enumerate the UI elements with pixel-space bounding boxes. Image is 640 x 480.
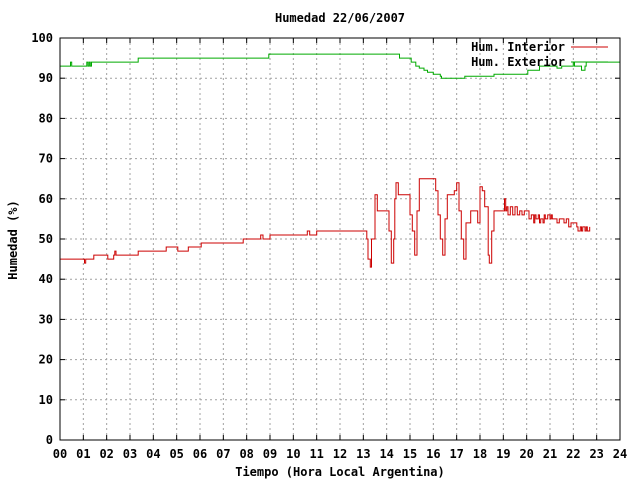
x-tick-label: 08	[239, 447, 253, 461]
x-tick-label: 24	[613, 447, 627, 461]
x-tick-label: 04	[146, 447, 160, 461]
y-tick-label: 20	[39, 353, 53, 367]
series-line-hum-exterior	[60, 53, 620, 79]
x-tick-label: 20	[519, 447, 533, 461]
y-tick-label: 30	[39, 312, 53, 326]
x-tick-label: 07	[216, 447, 230, 461]
legend-label-interior: Hum. Interior	[471, 40, 565, 54]
series-lines	[60, 53, 620, 268]
y-tick-label: 40	[39, 272, 53, 286]
grid-lines	[60, 38, 620, 440]
axis-ticks: 00 01 02 03 04 05 06 07 08 09 10 11 12 13 14 15 16 17 18 19…	[31, 31, 627, 461]
y-tick-label: 60	[39, 192, 53, 206]
x-tick-label: 12	[333, 447, 347, 461]
x-tick-label: 09	[263, 447, 277, 461]
x-tick-label: 21	[543, 447, 557, 461]
x-tick-label: 05	[169, 447, 183, 461]
series-line-hum-interior	[60, 178, 591, 268]
y-tick-label: 80	[39, 111, 53, 125]
x-tick-label: 15	[403, 447, 417, 461]
legend-label-exterior: Hum. Exterior	[471, 55, 565, 69]
x-tick-label: 11	[309, 447, 323, 461]
y-axis-label: Humedad (%)	[6, 200, 20, 279]
x-tick-label: 22	[566, 447, 580, 461]
x-tick-label: 10	[286, 447, 300, 461]
x-tick-label: 14	[379, 447, 393, 461]
x-tick-label: 16	[426, 447, 440, 461]
y-tick-label: 90	[39, 71, 53, 85]
x-tick-label: 00	[53, 447, 67, 461]
x-axis-label: Tiempo (Hora Local Argentina)	[235, 465, 445, 479]
x-tick-label: 18	[473, 447, 487, 461]
x-tick-label: 02	[99, 447, 113, 461]
chart-title: Humedad 22/06/2007	[275, 11, 405, 25]
y-tick-label: 50	[39, 232, 53, 246]
y-tick-label: 10	[39, 393, 53, 407]
x-tick-label: 01	[76, 447, 90, 461]
x-tick-label: 23	[589, 447, 603, 461]
x-tick-label: 03	[123, 447, 137, 461]
x-tick-label: 13	[356, 447, 370, 461]
y-tick-label: 0	[46, 433, 53, 447]
x-tick-label: 06	[193, 447, 207, 461]
y-tick-label: 100	[31, 31, 53, 45]
x-tick-label: 17	[449, 447, 463, 461]
x-tick-label: 19	[496, 447, 510, 461]
legend: Hum. Interior Hum. Exterior	[471, 40, 608, 69]
y-tick-label: 70	[39, 152, 53, 166]
plot-frame	[59, 37, 621, 441]
